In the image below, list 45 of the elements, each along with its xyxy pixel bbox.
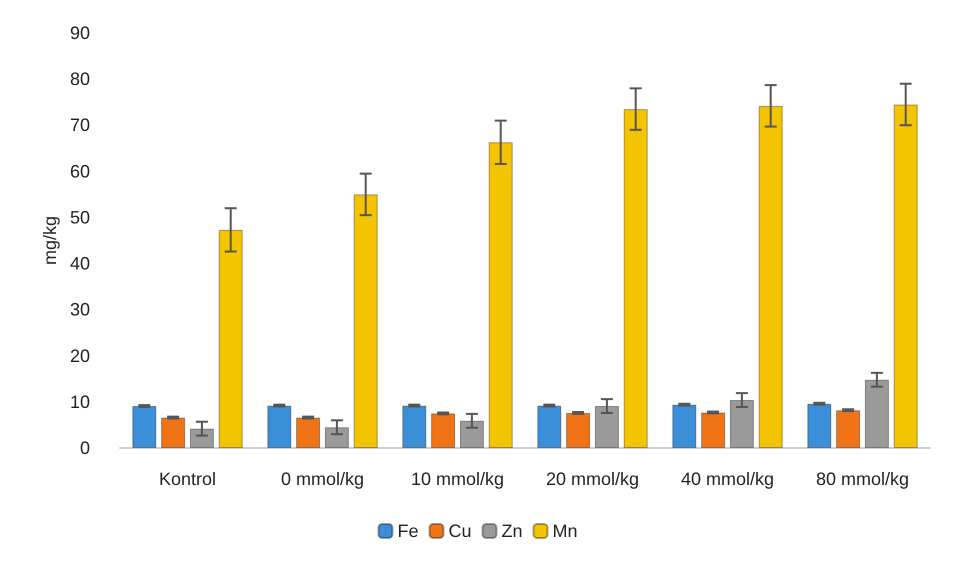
bar <box>807 404 832 448</box>
bar <box>672 404 696 448</box>
bar <box>864 380 889 448</box>
legend-label: Cu <box>448 521 472 541</box>
bar <box>537 406 562 448</box>
bar <box>431 413 456 448</box>
bar <box>460 420 484 448</box>
bar <box>894 104 918 448</box>
bar <box>594 406 619 448</box>
y-axis-title: mg/kg <box>40 216 60 266</box>
bar <box>701 412 726 448</box>
bar <box>624 109 648 448</box>
y-tick-label: 50 <box>70 207 90 228</box>
bar <box>296 418 320 448</box>
bar <box>488 142 513 448</box>
x-tick-label: 10 mmol/kg <box>410 469 504 489</box>
bar <box>218 230 243 448</box>
x-tick-label: 80 mmol/kg <box>816 469 910 489</box>
bar <box>132 406 156 448</box>
y-tick-label: 90 <box>70 23 90 43</box>
bar <box>836 410 860 448</box>
y-tick-label: 40 <box>70 254 90 274</box>
y-tick-label: 0 <box>80 438 90 458</box>
legend-label: Fe <box>397 521 418 541</box>
x-tick-label: 0 mmol/kg <box>280 469 364 489</box>
legend-label: Zn <box>502 521 523 541</box>
x-tick-label: Kontrol <box>158 469 216 489</box>
x-tick-label: 40 mmol/kg <box>680 469 774 489</box>
y-tick-label: 70 <box>70 115 90 136</box>
bar <box>566 412 590 448</box>
y-tick-label: 60 <box>70 161 90 182</box>
y-tick-label: 80 <box>70 69 90 90</box>
bar <box>161 418 186 448</box>
bar <box>324 427 349 448</box>
y-tick-label: 20 <box>70 346 90 366</box>
bar <box>758 106 783 448</box>
y-tick-label: 30 <box>70 300 90 320</box>
y-tick-label: 10 <box>70 392 90 412</box>
bar <box>402 406 426 448</box>
legend-label: Mn <box>552 521 578 541</box>
bar <box>354 194 378 448</box>
bar <box>730 400 754 448</box>
bar <box>267 406 292 448</box>
bar <box>190 428 214 448</box>
x-tick-label: 20 mmol/kg <box>546 469 640 489</box>
